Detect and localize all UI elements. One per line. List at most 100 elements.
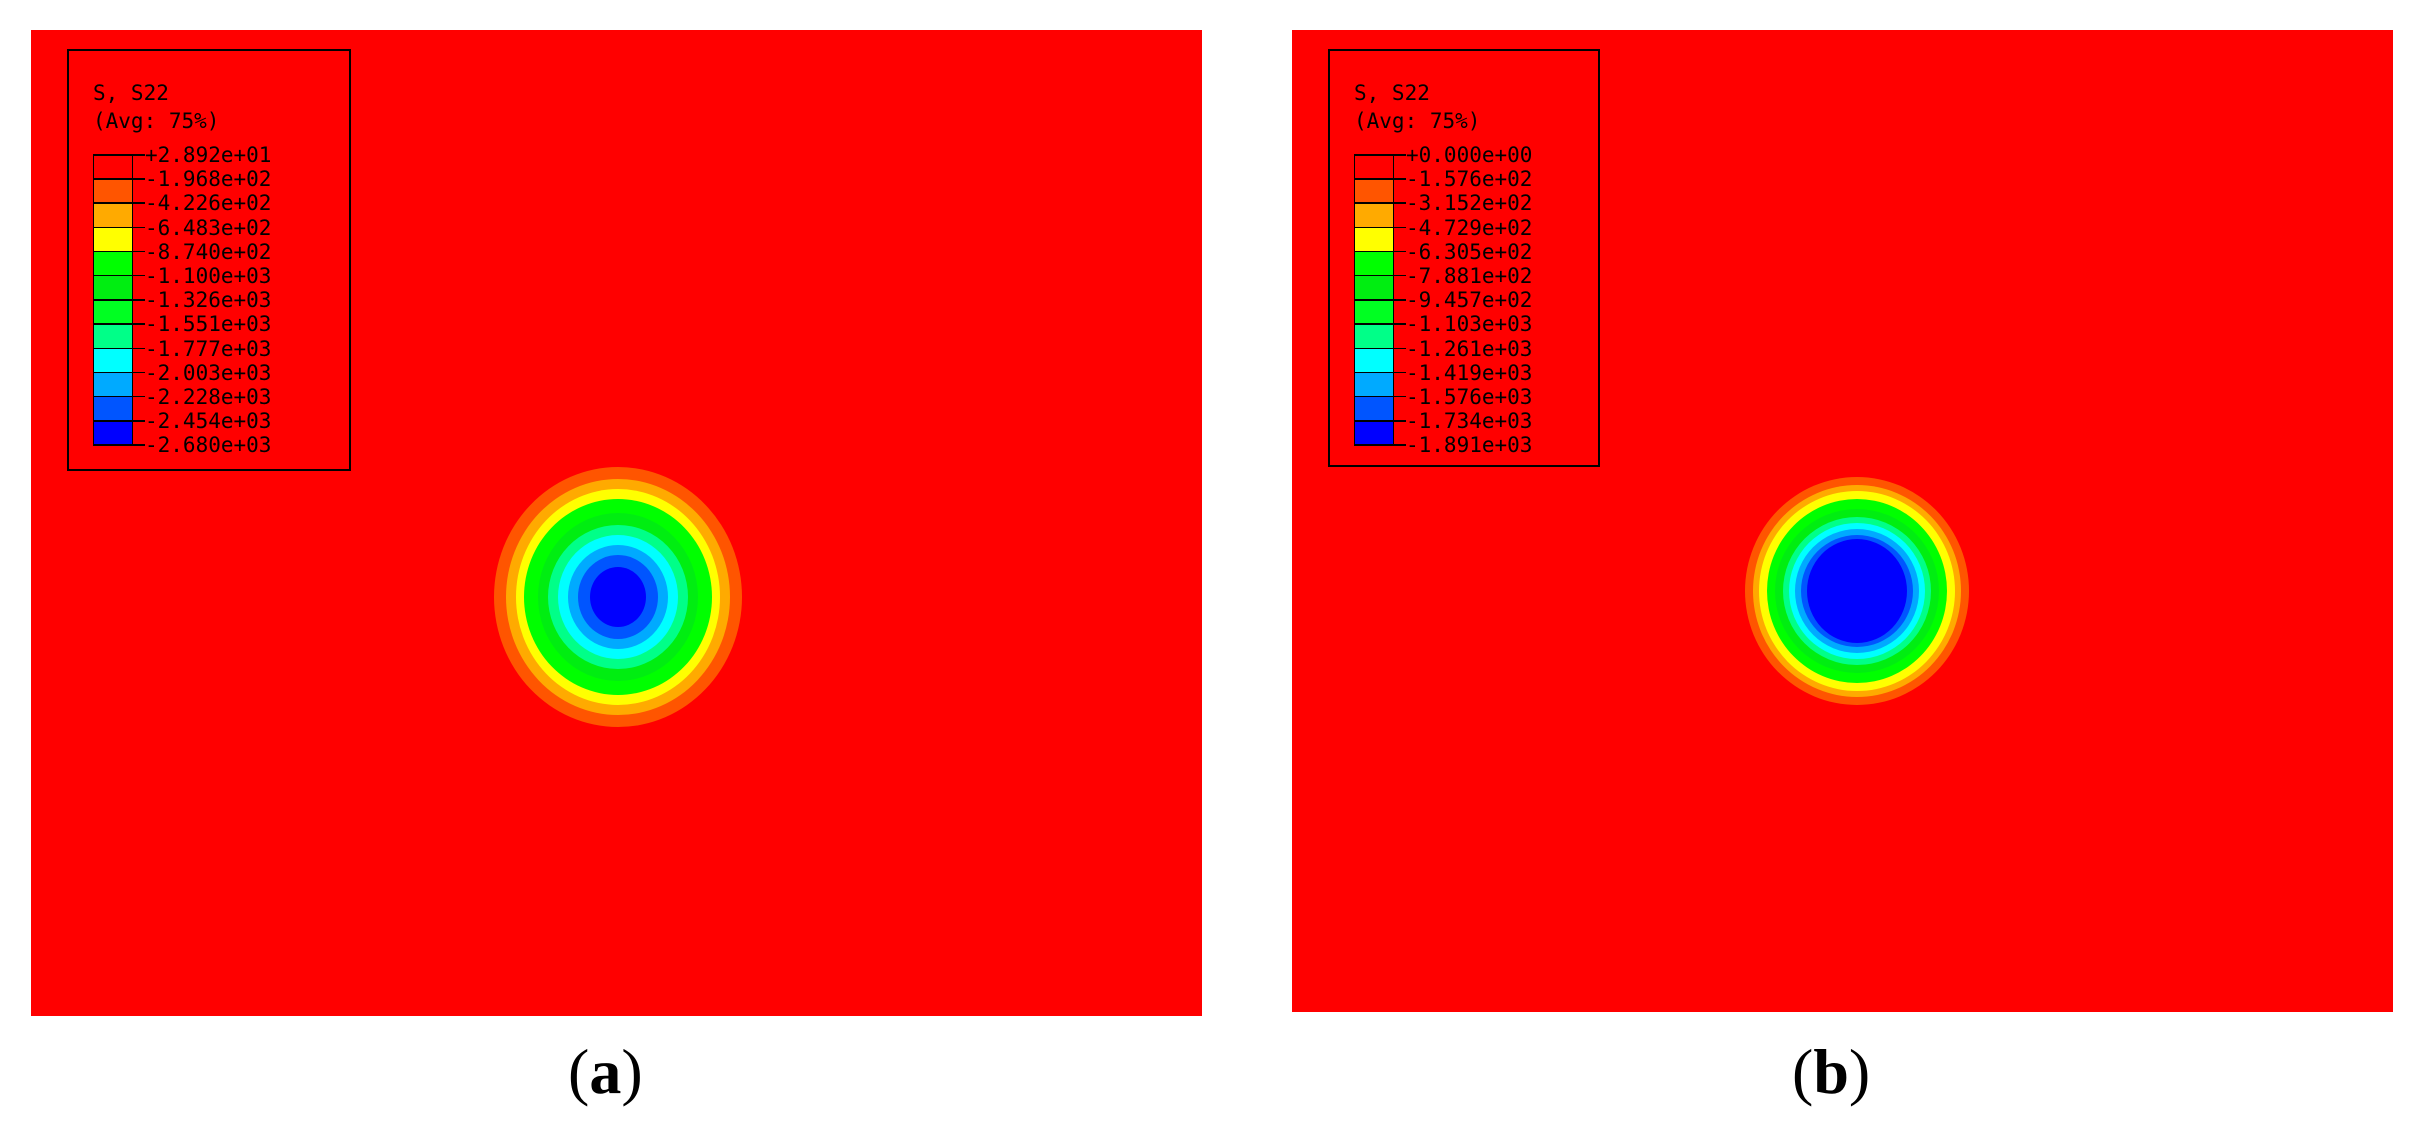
legend-separator xyxy=(1354,323,1394,325)
legend-swatch xyxy=(93,203,133,228)
legend-tick xyxy=(133,420,145,422)
contour-ring xyxy=(590,567,646,627)
legend-label: +2.892e+01 xyxy=(145,143,272,167)
legend-row: -1.419e+03 xyxy=(1354,361,1594,397)
legend-row: -1.734e+03 xyxy=(1354,409,1594,446)
legend-b: S, S22 (Avg: 75%) +0.000e+00 -1.576e+02 -3… xyxy=(1328,49,1600,467)
legend-label: -1.734e+03 xyxy=(1406,409,1533,434)
legend-tick xyxy=(1394,178,1406,180)
legend-tick xyxy=(133,347,145,349)
legend-swatch xyxy=(1354,396,1394,422)
legend-separator xyxy=(93,347,133,349)
legend-separator xyxy=(1354,154,1394,156)
legend-label: -2.454e+03 xyxy=(145,409,272,434)
legend-row: -6.305e+02 xyxy=(1354,240,1594,276)
legend-tick xyxy=(133,299,145,301)
contour-plot-b: S, S22 (Avg: 75%) +0.000e+00 -1.576e+02 -3… xyxy=(1292,30,2393,1012)
legend-label: -1.777e+03 xyxy=(145,336,272,361)
legend-label: -6.305e+02 xyxy=(1406,239,1533,264)
contour-rings-b xyxy=(1745,477,1969,705)
legend-label: -1.100e+03 xyxy=(145,263,272,288)
legend-separator xyxy=(1354,250,1394,253)
legend-swatch xyxy=(1354,348,1394,373)
legend-label: -1.551e+03 xyxy=(145,312,272,337)
legend-row: +0.000e+00 xyxy=(1354,143,1594,180)
legend-tick xyxy=(1394,250,1406,253)
legend-separator xyxy=(93,420,133,422)
legend-scale-b: +0.000e+00 -1.576e+02 -3.152e+02 -4.729e+02… xyxy=(1354,143,1594,457)
legend-tick xyxy=(133,202,145,204)
legend-tick xyxy=(133,395,145,398)
legend-label: -2.228e+03 xyxy=(145,384,272,409)
legend-row: +2.892e+01 xyxy=(93,143,333,180)
legend-label: -2.003e+03 xyxy=(145,360,272,385)
legend-swatch xyxy=(93,372,133,397)
legend-row: -1.100e+03 xyxy=(93,264,333,301)
legend-label: -8.740e+02 xyxy=(145,239,272,264)
legend-swatch xyxy=(93,348,133,373)
legend-swatch xyxy=(1354,421,1394,446)
legend-tick xyxy=(1394,202,1406,204)
legend-swatch xyxy=(1354,203,1394,228)
legend-label: -2.680e+03 xyxy=(145,433,272,458)
legend-row: -3.152e+02 xyxy=(1354,191,1594,228)
caption-a-label: a xyxy=(589,1036,622,1107)
legend-separator xyxy=(1354,178,1394,180)
legend-separator xyxy=(1354,274,1394,277)
legend-swatch xyxy=(1354,155,1394,180)
legend-tick xyxy=(133,178,145,180)
legend-separator xyxy=(93,154,133,156)
legend-label: -7.881e+02 xyxy=(1406,263,1533,288)
legend-tick xyxy=(1394,274,1406,277)
legend-separator xyxy=(93,323,133,325)
legend-label: -1.576e+03 xyxy=(1406,384,1533,409)
legend-tick xyxy=(1394,323,1406,325)
legend-swatch xyxy=(1354,324,1394,349)
legend-swatch xyxy=(93,179,133,204)
legend-row: -2.228e+03 xyxy=(93,385,333,422)
legend-label: -4.226e+02 xyxy=(145,191,272,216)
legend-label: -1.261e+03 xyxy=(1406,336,1533,361)
legend-row: -1.968e+02 xyxy=(93,167,333,204)
legend-label: -6.483e+02 xyxy=(145,215,272,240)
legend-separator xyxy=(1354,226,1394,229)
legend-swatch xyxy=(1354,372,1394,397)
legend-row: -1.103e+03 xyxy=(1354,312,1594,349)
contour-rings-a xyxy=(494,467,742,727)
legend-label: -3.152e+02 xyxy=(1406,191,1533,216)
legend-separator xyxy=(93,395,133,398)
legend-separator xyxy=(1354,371,1394,374)
legend-label: -1.891e+03 xyxy=(1406,433,1533,458)
legend-separator xyxy=(1354,202,1394,204)
legend-separator xyxy=(1354,395,1394,398)
legend-tick xyxy=(133,250,145,253)
legend-tick xyxy=(133,323,145,325)
contour-plot-a: S, S22 (Avg: 75%) +2.892e+01 -1.968e+02 -4… xyxy=(31,30,1202,1016)
caption-b: (b) xyxy=(1792,1036,1871,1107)
legend-row: -1.777e+03 xyxy=(93,337,333,373)
legend-tick xyxy=(133,154,145,156)
legend-separator xyxy=(93,274,133,277)
legend-row: -6.483e+02 xyxy=(93,216,333,252)
legend-row: -4.226e+02 xyxy=(93,191,333,228)
legend-swatch xyxy=(1354,251,1394,276)
legend-row: -1.261e+03 xyxy=(1354,337,1594,373)
legend-row: -8.740e+02 xyxy=(93,240,333,276)
legend-swatch xyxy=(1354,179,1394,204)
legend-tick xyxy=(133,371,145,374)
legend-separator xyxy=(1354,444,1394,446)
legend-swatch xyxy=(1354,300,1394,325)
legend-subtitle: (Avg: 75%) xyxy=(1354,109,1481,133)
legend-separator xyxy=(93,444,133,446)
legend-swatch xyxy=(93,421,133,446)
legend-row: -7.881e+02 xyxy=(1354,264,1594,301)
legend-label: -1.576e+02 xyxy=(1406,167,1533,192)
legend-swatch xyxy=(93,155,133,180)
legend-swatch xyxy=(93,227,133,252)
legend-row: -9.457e+02 xyxy=(1354,288,1594,325)
legend-separator xyxy=(93,202,133,204)
legend-swatch xyxy=(93,275,133,301)
legend-swatch xyxy=(1354,227,1394,252)
legend-tick xyxy=(1394,154,1406,156)
legend-separator xyxy=(93,371,133,374)
